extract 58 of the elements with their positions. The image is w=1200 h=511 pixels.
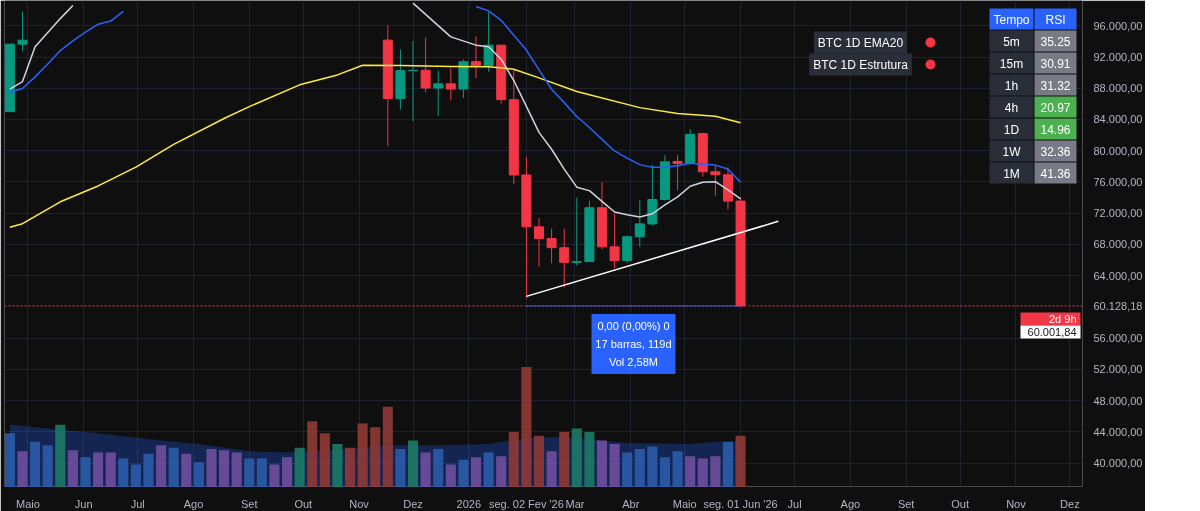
x-tick-label: Nov: [349, 497, 370, 510]
y-tick-label: 44.000,00: [1093, 425, 1143, 438]
y-tick-label: 48.000,00: [1093, 394, 1143, 407]
y-tick-label: 96.000,00: [1093, 19, 1143, 32]
x-tick-label: Ago: [840, 497, 861, 510]
category-label: 4h: [1004, 100, 1019, 115]
data-label: 30.91: [1040, 57, 1071, 71]
x-tick-label: Abr: [622, 497, 640, 510]
data-label: 31.32: [1040, 79, 1071, 93]
x-tick-label: Set: [241, 497, 258, 510]
text: Tempo: [993, 12, 1030, 27]
x-tick-label: Maio: [15, 497, 40, 510]
x-tick-label: Out: [294, 497, 313, 510]
category-label: 1D: [1003, 122, 1020, 137]
y-tick-label: 56.000,00: [1093, 332, 1143, 345]
y-tick-label: 64.000,00: [1093, 269, 1143, 282]
category-label: 15m: [999, 56, 1024, 71]
x-tick-label: Jul: [787, 497, 802, 510]
x-tick-label: Jun: [74, 497, 93, 510]
y-tick-label: 80.000,00: [1093, 144, 1143, 157]
category-label: 5m: [1003, 34, 1020, 49]
annotation: 60.001,84: [1027, 325, 1077, 338]
y-tick-label: 72.000,00: [1093, 207, 1143, 220]
x-tick-label: seg. 01 Jun '26: [703, 497, 778, 510]
x-tick-label: Ago: [183, 497, 204, 510]
category-label: 1W: [1002, 144, 1022, 159]
x-tick-label: seg. 02 Fev '26: [488, 497, 564, 510]
data-label: 41.36: [1040, 167, 1071, 181]
category-label: 1h: [1004, 78, 1019, 93]
y-tick-label: 84.000,00: [1093, 113, 1143, 126]
data-label: 14.96: [1040, 123, 1071, 137]
y-tick-label: 68.000,00: [1093, 238, 1143, 251]
x-tick-label: Mar: [565, 497, 585, 510]
x-tick-label: Nov: [1006, 497, 1027, 510]
category-label: BTC 1D EMA20: [817, 35, 904, 50]
x-tick-label: Dez: [403, 497, 423, 510]
x-tick-label: Jul: [130, 497, 145, 510]
data-label: 35.25: [1040, 35, 1071, 49]
x-tick-label: Dez: [1060, 497, 1080, 510]
text: RSI: [1045, 12, 1066, 27]
x-tick-label: Maio: [672, 497, 697, 510]
annotation: Vol 2,58M: [609, 355, 658, 368]
x-tick-label: Set: [897, 497, 915, 510]
y-tick-label: 92.000,00: [1093, 51, 1143, 64]
ref-line-label: 60.128,18: [1093, 299, 1143, 312]
category-label: 1M: [1003, 166, 1020, 181]
data-label: 32.36: [1040, 145, 1071, 159]
y-tick-label: 88.000,00: [1093, 82, 1143, 95]
x-tick-label: Out: [951, 497, 969, 510]
y-tick-label: 76.000,00: [1093, 175, 1143, 188]
y-tick-label: 40.000,00: [1093, 457, 1143, 470]
annotation: 0,00 (0,00%) 0: [597, 319, 670, 332]
annotation: 2d 9h: [1048, 312, 1077, 325]
category-label: BTC 1D Estrutura: [813, 57, 909, 72]
data-label: 20.97: [1040, 101, 1071, 115]
x-tick-label: 2026: [456, 497, 482, 510]
y-tick-label: 52.000,00: [1093, 363, 1143, 376]
annotation: 17 barras, 119d: [595, 337, 672, 350]
